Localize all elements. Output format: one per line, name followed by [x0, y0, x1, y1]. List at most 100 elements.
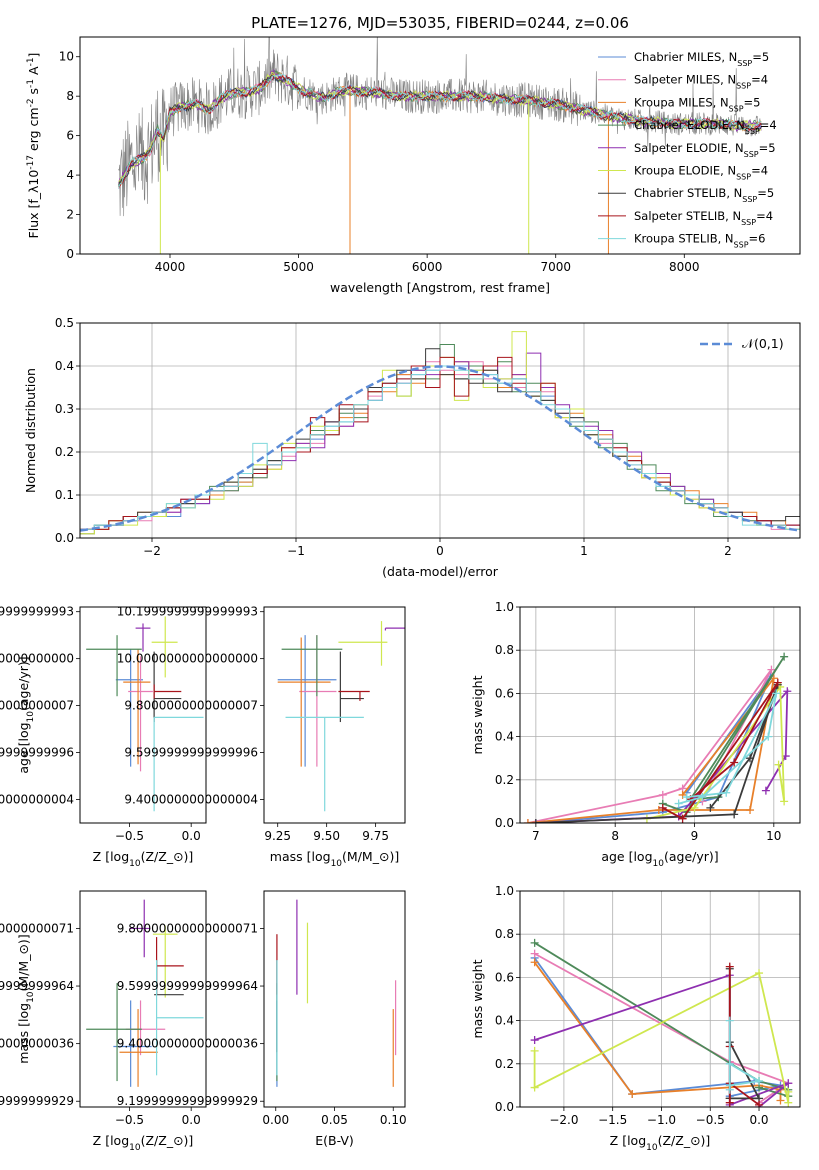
mass-weight-marker — [698, 793, 707, 802]
y-tick-label: 0.4 — [495, 730, 514, 744]
label-text: ] — [26, 53, 41, 58]
massweight-vs-metallicity-axes: −2.0 −1.5 −1.0 −0.5 0.0 0.0 0.2 0.4 0.6 0.8 1.0 Z [… — [470, 884, 801, 1153]
x-tick-label: 0.0 — [182, 1113, 201, 1127]
x-axis-label: wavelength [Angstrom, rest frame] — [330, 280, 550, 295]
x-tick-label: 0.0 — [749, 1113, 768, 1127]
label-text: mass [log — [270, 849, 331, 864]
label-text: _⊙ — [372, 849, 390, 864]
mass-weight-marker — [530, 938, 539, 947]
x-tick-label: −2.0 — [549, 1113, 578, 1127]
x-tick-label: 0.10 — [380, 1113, 407, 1127]
y-tick-label: 10.0000000000000000 — [117, 652, 258, 666]
label-sub: 10 — [26, 991, 36, 1003]
y-tick-label: 9.8000000000000007 — [124, 699, 258, 713]
legend-label-main: Chabrier STELIB, N — [634, 186, 742, 200]
axes-frame — [79, 606, 207, 824]
label-text: _⊙ — [16, 944, 31, 962]
mass-weight-marker — [725, 1098, 734, 1107]
y-tick-label: 9.59999999999999964 — [117, 979, 258, 993]
plot-area — [80, 323, 800, 538]
mass-weight-marker — [780, 797, 789, 806]
mass-weight-marker — [690, 803, 699, 812]
label-text: )] — [184, 849, 194, 864]
label-text: age [log — [16, 722, 31, 773]
mass-weight-marker — [530, 1046, 539, 1055]
x-tick-label: 5000 — [283, 260, 314, 274]
residual-histogram-step — [80, 365, 800, 530]
mass-weight-line — [728, 1020, 762, 1090]
legend-label-tail: =4 — [760, 118, 777, 132]
y-tick-label: 9.40000000000000036 — [0, 1037, 74, 1051]
label-sup: -2 — [26, 98, 36, 107]
y-tick-label: 9.4000000000000004 — [0, 793, 74, 807]
legend-label-tail: =5 — [744, 95, 761, 109]
label-text: 𝒩(0,1) — [742, 336, 784, 351]
y-tick-label: 0.5 — [55, 316, 74, 330]
legend-label-tail: =4 — [751, 73, 768, 87]
y-tick-label: 9.5999999999999996 — [0, 746, 74, 760]
x-tick-label: 9.75 — [362, 829, 389, 843]
legend-label-tail: =4 — [751, 164, 768, 178]
mass-weight-marker — [730, 810, 739, 819]
legend-label: Kroupa STELIB, NSSP=6 — [634, 232, 765, 250]
y-tick-label: 10.0000000000000000 — [0, 652, 74, 666]
axes-frame — [79, 890, 207, 1108]
mass-weight-marker — [755, 1077, 764, 1086]
x-tick-label: 9.25 — [264, 829, 291, 843]
y-tick-label: 0.4 — [55, 359, 74, 373]
label-text: _λ — [26, 185, 41, 200]
mass-weight-marker — [725, 1016, 734, 1025]
x-tick-label: −1.5 — [598, 1113, 627, 1127]
label-text: Z [log — [93, 849, 129, 864]
y-tick-label: 0.2 — [495, 1057, 514, 1071]
legend-label-tail: =5 — [759, 141, 776, 155]
y-tick-label: 0 — [66, 247, 74, 261]
y-tick-label: 0.4 — [495, 1014, 514, 1028]
mass-weight-marker — [783, 687, 792, 696]
label-text: )] — [184, 1133, 194, 1148]
y-tick-label: 9.19999999999999929 — [117, 1094, 258, 1108]
y-tick-label: 9.80000000000000071 — [0, 921, 74, 935]
mass-weight-marker — [761, 786, 770, 795]
y-tick-label: 8 — [66, 89, 74, 103]
y-axis-label: mass weight — [470, 675, 485, 754]
y-tick-label: 4 — [66, 168, 74, 182]
y-tick-label: 10.1999999999999993 — [0, 605, 74, 619]
y-tick-label: 0.0 — [495, 816, 514, 830]
y-tick-label: 0.8 — [495, 643, 514, 657]
y-tick-label: 0.2 — [495, 773, 514, 787]
label-text: wavelength [Angstrom, rest frame] — [330, 280, 550, 295]
legend-label: Kroupa MILES, NSSP=5 — [634, 95, 760, 113]
label-text: (Z/Z — [658, 1133, 684, 1148]
mass-weight-marker — [774, 760, 783, 769]
mass-vs-ebv-axes: 0.00 0.05 0.10 9.19999999999999929 9.4000000… — [117, 890, 407, 1148]
label-text: A — [26, 66, 41, 79]
legend-label: Salpeter MILES, NSSP=4 — [634, 73, 768, 91]
mass-weight-line — [535, 684, 779, 823]
mass-weight-marker — [776, 1096, 785, 1105]
legend-label-main: Salpeter MILES, N — [634, 73, 736, 87]
y-tick-label: 9.19999999999999929 — [0, 1094, 74, 1108]
label-text: (M/M — [16, 961, 31, 992]
y-tick-label: 9.80000000000000071 — [117, 921, 258, 935]
y-tick-label: 0.6 — [495, 686, 514, 700]
x-tick-label: −0.5 — [696, 1113, 725, 1127]
x-tick-label: 2 — [724, 544, 732, 558]
mass-weight-marker — [678, 814, 687, 823]
label-text: age [log — [601, 849, 652, 864]
legend-label-sub: SSP — [734, 240, 749, 249]
axes-frame — [519, 890, 801, 1108]
figure-title: PLATE=1276, MJD=53035, FIBERID=0244, z=0… — [251, 14, 629, 32]
y-axis-label: age [log10(age/yr)] — [16, 656, 36, 773]
label-text: (data-model)/error — [382, 564, 499, 579]
label-sub: 10 — [26, 711, 36, 723]
label-sup: -1 — [26, 79, 36, 88]
mass-weight-marker — [530, 949, 539, 958]
mass-weight-marker — [764, 732, 773, 741]
y-tick-label: 1.0 — [495, 884, 514, 898]
mass-weight-marker — [746, 754, 755, 763]
label-sub: 10 — [646, 1143, 658, 1153]
mass-weight-marker — [784, 1098, 793, 1107]
mass-weight-marker — [531, 819, 540, 823]
legend-label-main: Kroupa ELODIE, N — [634, 164, 736, 178]
